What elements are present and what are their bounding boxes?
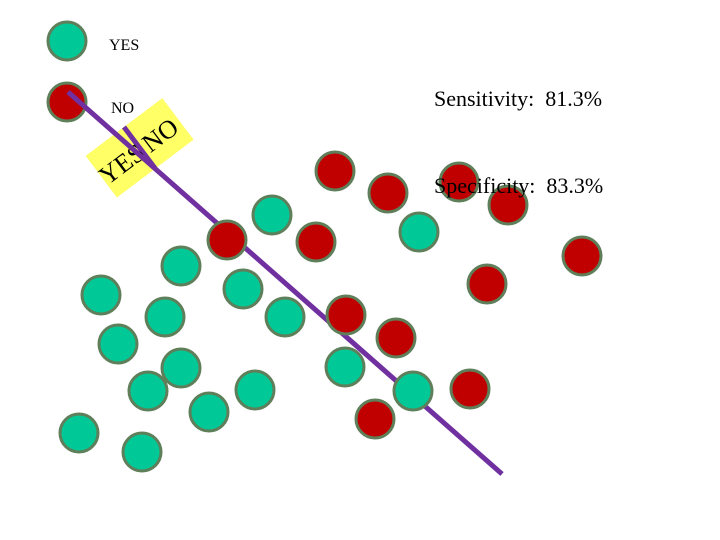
yes-point xyxy=(80,274,122,316)
metrics-panel: Sensitivity: 81.3% Specificity: 83.3% xyxy=(434,26,603,229)
yes-point xyxy=(324,346,366,388)
yes-point xyxy=(398,211,440,253)
legend-yes-label: YES xyxy=(109,37,140,54)
decision-boundary-line xyxy=(66,90,504,476)
no-point xyxy=(449,368,491,410)
yes-point xyxy=(222,268,264,310)
boundary-tag: YES NO xyxy=(85,98,194,198)
no-point xyxy=(295,221,337,263)
legend-yes-dot xyxy=(46,20,88,62)
no-point xyxy=(466,263,508,305)
no-point xyxy=(375,317,417,359)
yes-point xyxy=(160,245,202,287)
no-point xyxy=(314,150,356,192)
no-point xyxy=(367,172,409,214)
yes-point xyxy=(234,369,276,411)
no-point xyxy=(325,294,367,336)
specificity-text: Specificity: 83.3% xyxy=(434,173,604,198)
no-point xyxy=(561,235,603,277)
no-point xyxy=(354,398,396,440)
yes-point xyxy=(264,296,306,338)
legend-no-dot xyxy=(46,81,88,123)
yes-points xyxy=(58,194,440,473)
no-point xyxy=(206,219,248,261)
yes-point xyxy=(121,431,163,473)
yes-point xyxy=(160,347,202,389)
yes-point xyxy=(127,370,169,412)
no-points xyxy=(206,150,603,440)
no-point xyxy=(487,184,529,226)
yes-point xyxy=(251,194,293,236)
yes-point xyxy=(58,412,100,454)
yes-point xyxy=(392,370,434,412)
legend-no-label: NO xyxy=(111,100,135,117)
yes-point xyxy=(144,296,186,338)
no-point xyxy=(438,161,480,203)
yes-point xyxy=(97,323,139,365)
yes-point xyxy=(188,391,230,433)
sensitivity-text: Sensitivity: 81.3% xyxy=(434,86,603,111)
